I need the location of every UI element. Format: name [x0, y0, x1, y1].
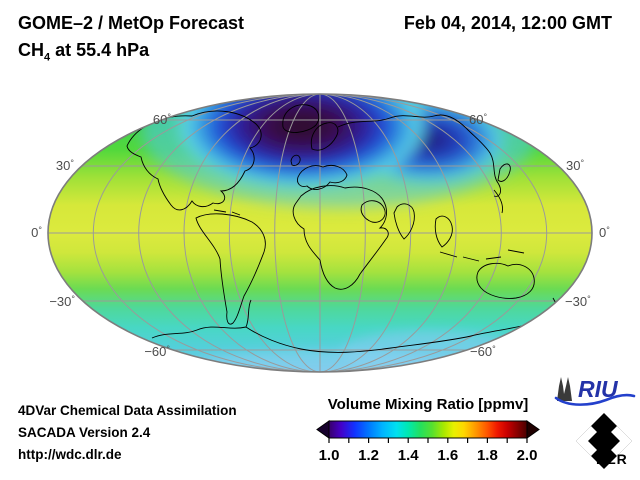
- cologne-cathedral-icon: [557, 377, 572, 401]
- lat-label-60s-left: −60°: [144, 344, 170, 359]
- colorbar-tick-label: 1.4: [398, 447, 420, 464]
- vortex-core: [174, 94, 430, 190]
- colorbar-tick-label: 2.0: [517, 447, 538, 464]
- lat-label-60s-right: −60°: [470, 344, 496, 359]
- coast-arabia: [360, 200, 386, 223]
- species-subscript: 4: [44, 51, 51, 64]
- lat-label-60n-right: 60°: [469, 112, 487, 127]
- riu-swoosh-icon: [554, 393, 636, 406]
- coast-siberia: [337, 114, 501, 197]
- colorbar-gradient-bar-right-arrow: [526, 420, 540, 439]
- coast-caribbean: [213, 209, 241, 216]
- meridian-90: [183, 94, 457, 372]
- colorbar: Volume Mixing Ratio [ppmv] 1.0 1.2 1.4 1.6 1…: [316, 396, 540, 464]
- meridian-60: [228, 94, 412, 372]
- coast-japan-kamchatka: [493, 163, 511, 214]
- coast-india: [393, 203, 415, 240]
- coast-indonesia: [439, 249, 525, 262]
- level-label: at 55.4 hPa: [50, 40, 150, 60]
- coast-scandinavia: [310, 122, 339, 151]
- colorbar-tick-label: 1.2: [358, 447, 379, 464]
- lat-label-0-right: 0°: [599, 225, 610, 240]
- footer-version-label: SACADA Version 2.4: [18, 425, 151, 440]
- colorbar-ticks: [328, 438, 528, 443]
- coast-north-america: [126, 110, 262, 211]
- coast-britain: [290, 154, 301, 166]
- coast-southeast-asia: [434, 215, 453, 248]
- dlr-logo-icon: [576, 413, 632, 469]
- coast-africa: [292, 185, 389, 290]
- colorbar-tick-labels: 1.0 1.2 1.4 1.6 1.8 2.0: [319, 447, 538, 464]
- dlr-emblem-notch-left: [576, 426, 597, 456]
- map-border: [47, 93, 593, 373]
- colorbar-title: Volume Mixing Ratio [ppmv]: [328, 396, 529, 413]
- coast-greenland: [282, 104, 320, 133]
- graticule: [48, 94, 592, 372]
- coastlines: [126, 104, 567, 353]
- colorbar-gradient-bar: [328, 420, 528, 439]
- latitude-labels: 60° 30° 0° −30° −60° 60° 30° 0° −30° −60…: [31, 112, 610, 359]
- lat-label-0-left: 0°: [31, 225, 42, 240]
- footer-assimilation-label: 4DVar Chemical Data Assimilation: [18, 403, 237, 418]
- meridian-120: [138, 94, 502, 372]
- dlr-emblem-notch-right: [611, 426, 632, 456]
- coast-europe: [297, 164, 348, 190]
- colorbar-tick-label: 1.8: [477, 447, 498, 464]
- colorbar-tick-label: 1.6: [437, 447, 458, 464]
- lat-label-60n-left: 60°: [153, 112, 171, 127]
- colorbar-tick-label: 1.0: [319, 447, 340, 464]
- timestamp-label: Feb 04, 2014, 12:00 GMT: [403, 13, 612, 33]
- colorbar-left-arrow: [316, 420, 330, 439]
- lat-label-30s-left: −30°: [49, 294, 75, 309]
- dlr-logo-text: DLR: [596, 451, 628, 467]
- meridian-150: [92, 94, 548, 372]
- page-title: GOME–2 / MetOp Forecast: [18, 13, 245, 33]
- meridian-30: [274, 94, 366, 372]
- species-level-title: CH4 at 55.4 hPa: [18, 40, 149, 64]
- lat-label-30s-right: −30°: [565, 294, 591, 309]
- coast-australia: [476, 262, 535, 299]
- lat-label-30n-left: 30°: [56, 158, 74, 173]
- footer-url-label: http://wdc.dlr.de: [18, 447, 122, 462]
- lat-label-30n-right: 30°: [566, 158, 584, 173]
- coast-south-america: [195, 213, 266, 325]
- logo-area: RIU DLR: [554, 376, 636, 469]
- species-label: CH: [18, 40, 44, 60]
